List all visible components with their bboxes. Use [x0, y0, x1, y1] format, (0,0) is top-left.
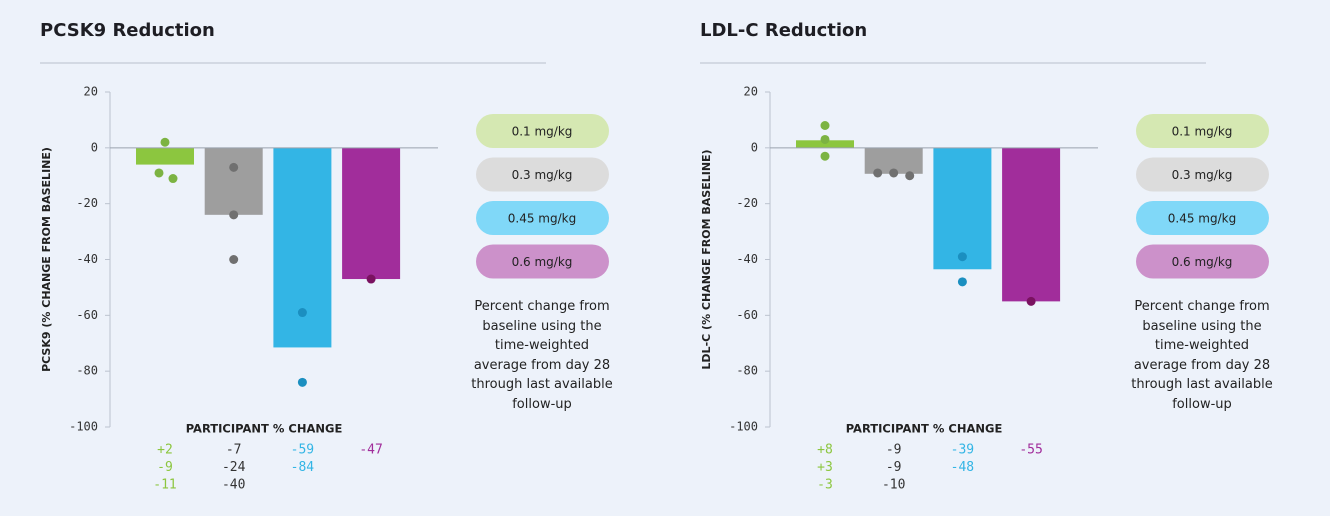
y-tick-label: -60	[736, 308, 758, 322]
chart-title: LDL-C Reduction	[700, 20, 867, 41]
legend-pill	[476, 244, 609, 279]
legend-pill	[1136, 157, 1269, 192]
participant-title: PARTICIPANT % CHANGE	[186, 422, 343, 436]
participant-dot	[229, 162, 239, 172]
participant-label: -39	[951, 443, 974, 458]
bar	[342, 147, 401, 280]
legend-label: 0.3 mg/kg	[512, 168, 573, 182]
participant-dot	[873, 168, 883, 178]
participant-dot	[229, 210, 239, 220]
y-tick-label: -40	[76, 252, 98, 266]
y-tick-label: -40	[736, 252, 758, 266]
bar	[1002, 147, 1061, 302]
bar	[796, 140, 854, 148]
legend-pill	[476, 114, 609, 148]
participant-label: -48	[951, 460, 974, 475]
participant-label: -3	[817, 478, 833, 493]
bar	[933, 147, 992, 270]
participant-label: -11	[153, 478, 176, 493]
legend-pill	[1136, 201, 1269, 235]
participant-dot	[957, 252, 967, 262]
participant-label: -9	[886, 460, 902, 475]
participant-dot	[957, 277, 967, 287]
participant-dot	[168, 174, 178, 184]
participant-dot	[229, 255, 239, 264]
participant-label: -9	[886, 443, 902, 458]
participant-title: PARTICIPANT % CHANGE	[846, 422, 1003, 436]
participant-label: -47	[359, 443, 382, 458]
participant-label: -9	[157, 460, 173, 475]
participant-label: -24	[222, 460, 246, 475]
participant-dot	[820, 121, 830, 130]
participant-label: +8	[817, 443, 833, 458]
participant-label: -10	[882, 478, 905, 493]
y-tick-label: 0	[91, 140, 98, 154]
y-tick-label: 20	[744, 85, 758, 99]
y-tick-label: 0	[751, 140, 758, 154]
note: Percent change from baseline using the t…	[471, 299, 613, 412]
participant-label: -55	[1019, 443, 1042, 458]
legend-label: 0.45 mg/kg	[1168, 212, 1236, 226]
y-tick-label: -20	[736, 196, 758, 210]
legend-pill	[1136, 114, 1269, 148]
y-axis-label: LDL-C (% CHANGE FROM BASELINE)	[700, 149, 713, 369]
legend-pill	[476, 201, 609, 235]
legend-pill	[476, 157, 609, 192]
participant-dot	[1026, 296, 1036, 306]
participant-dot	[889, 168, 899, 178]
participant-dot	[820, 151, 830, 161]
y-tick-label: -100	[729, 420, 758, 434]
legend-label: 0.6 mg/kg	[512, 255, 573, 269]
bar	[136, 147, 194, 165]
legend-label: 0.1 mg/kg	[1172, 125, 1233, 139]
legend-label: 0.3 mg/kg	[1172, 168, 1233, 182]
y-tick-label: -100	[69, 420, 98, 434]
participant-dot	[820, 134, 830, 144]
participant-label: -7	[226, 443, 242, 458]
legend-label: 0.45 mg/kg	[508, 212, 576, 226]
participant-dot	[905, 171, 915, 181]
y-tick-label: -60	[76, 308, 98, 322]
participant-label: -40	[222, 478, 245, 493]
y-tick-label: -80	[736, 364, 758, 378]
y-tick-label: -20	[76, 196, 98, 210]
note: Percent change from baseline using the t…	[1131, 299, 1273, 412]
participant-dot	[366, 274, 376, 284]
participant-dot	[154, 168, 164, 178]
participant-label: -84	[291, 460, 315, 475]
chart-title: PCSK9 Reduction	[40, 20, 215, 41]
participant-dot	[160, 137, 170, 147]
participant-dot	[297, 308, 307, 318]
legend-pill	[1136, 244, 1269, 279]
y-axis-label: PCSK9 (% CHANGE FROM BASELINE)	[40, 147, 53, 372]
legend-label: 0.6 mg/kg	[1172, 255, 1233, 269]
participant-dot	[297, 377, 307, 387]
participant-label: +3	[817, 460, 833, 475]
y-tick-label: 20	[84, 85, 98, 99]
participant-label: +2	[157, 443, 173, 458]
bar	[273, 147, 332, 348]
legend-label: 0.1 mg/kg	[512, 125, 573, 139]
bar	[204, 147, 263, 215]
participant-label: -59	[291, 443, 314, 458]
y-tick-label: -80	[76, 364, 98, 378]
